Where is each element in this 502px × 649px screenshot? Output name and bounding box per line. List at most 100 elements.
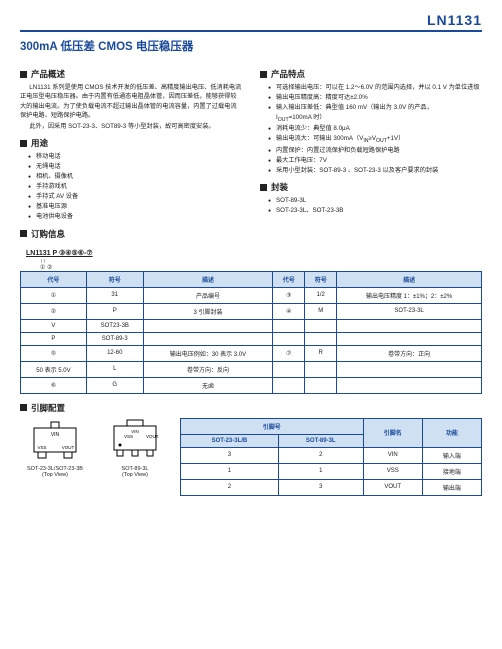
two-column-layout: 产品概述 LN1131 系列是使用 CMOS 技术开发的低压差、高精度输出电压、… [20,62,482,243]
list-item: 采用小型封装：SOT-89-3 、SOT-23-3 以及客户要求的封装 [268,166,482,176]
list-item: 基准电压源 [28,202,242,212]
uses-title: 用途 [31,137,48,149]
overview-para2: 此外，因采用 SOT-23-3、SOT89-3 等小型封装，故可高密度安装。 [20,122,242,131]
vin-label: VIN [131,429,139,434]
table-cell: 卷带方向：正向 [337,345,482,361]
table-cell: G [86,377,143,393]
table-cell: 12-60 [86,345,143,361]
table-cell [273,332,305,345]
table-header: SOT-89-3L [278,434,363,447]
table-cell: SOT-23-3L [337,303,482,319]
list-item: SOT-23-3L、SOT-23-3B [268,206,482,216]
vss-label: VSS [37,445,46,450]
table-cell: 卷带方向：反向 [143,361,273,377]
table-cell: ③ [273,287,305,303]
table-cell: 3 引脚封装 [143,303,273,319]
uses-heading: 用途 [20,137,242,149]
square-bullet-icon [20,71,27,78]
list-item: 输入输出压差低：典型值 160 mV（输出为 3.0V 的产品，IOUT=100… [268,103,482,124]
table-header: 符号 [86,271,143,287]
list-item: SOT-89-3L [268,196,482,206]
table-header: 引脚号 [181,418,364,434]
features-heading: 产品特点 [260,68,482,80]
left-column: 产品概述 LN1131 系列是使用 CMOS 技术开发的低压差、高精度输出电压、… [20,62,242,243]
table-cell: 输出端 [422,479,481,495]
square-bullet-icon [260,184,267,191]
table-cell: SOT-89-3 [86,332,143,345]
table-cell: VSS [363,463,422,479]
pin-title: 引脚配置 [31,402,65,414]
list-item: 无绳电话 [28,162,242,172]
list-item: 可选择输出电压：可以在 1.2～6.0V 的范围内选择，并以 0.1 V 为单位… [268,83,482,93]
list-item: 相机、摄像机 [28,172,242,182]
table-cell: SOT23-3B [86,319,143,332]
order-title: 订购信息 [31,228,65,240]
packages-list: SOT-89-3LSOT-23-3L、SOT-23-3B [260,196,482,216]
table-cell: 31 [86,287,143,303]
table-header: 引脚名 [363,418,422,447]
table-cell: ① [21,287,87,303]
table-cell [337,319,482,332]
chip-diagram-sot89: VSS VIN VOUT SOT-89-3L (Top View) [100,418,170,478]
table-cell: 1/2 [305,287,337,303]
table-cell: 1 [181,463,279,479]
vin-label: VIN [51,432,60,438]
table-cell [305,377,337,393]
list-item: 最大工作电压：7V [268,156,482,166]
table-cell: P [21,332,87,345]
overview-para1: LN1131 系列是使用 CMOS 技术开发的低压差、高精度输出电压、低消耗电流… [20,83,242,120]
page-header: LN1131 [20,12,482,32]
right-column: 产品特点 可选择输出电压：可以在 1.2～6.0V 的范围内选择，并以 0.1 … [260,62,482,243]
table-header: 代号 [21,271,87,287]
pin-heading: 引脚配置 [20,402,482,414]
table-cell: R [305,345,337,361]
part-number: LN1131 [427,12,482,28]
table-header: 描述 [337,271,482,287]
table-cell [305,361,337,377]
square-bullet-icon [20,140,27,147]
list-item: 移动电话 [28,152,242,162]
square-bullet-icon [20,230,27,237]
table-cell: 接地端 [422,463,481,479]
chip-diagram-sot23: VIN VSS VOUT SOT-23-3L/SOT-23-3B (Top Vi… [20,418,90,478]
vss-label: VSS [124,434,133,439]
table-cell: ⑦ [273,345,305,361]
table-cell: V [21,319,87,332]
table-cell: ② [21,303,87,319]
table-cell [305,332,337,345]
chip2-caption: SOT-89-3L (Top View) [100,466,170,478]
table-cell: 无卤 [143,377,273,393]
ordering-table: 代号符号描述代号符号描述①31产品编号③1/2输出电压精度 1：±1%；2：±2… [20,271,482,394]
package-title: 封装 [271,181,288,193]
table-cell: ⑤ [21,345,87,361]
table-cell [337,361,482,377]
chip1-caption: SOT-23-3L/SOT-23-3B (Top View) [20,466,90,478]
table-cell [143,319,273,332]
table-header: 代号 [273,271,305,287]
table-cell [273,377,305,393]
table-cell: VIN [363,447,422,463]
table-cell: 产品编号 [143,287,273,303]
table-cell: 输出电压精度 1：±1%；2：±2% [337,287,482,303]
table-cell [273,319,305,332]
table-cell: 3 [181,447,279,463]
table-cell [305,319,337,332]
pin-table: 引脚号引脚名功能SOT-23-3L/BSOT-89-3L32VIN输入端11VS… [180,418,482,496]
list-item: 消耗电流少：典型值 8.0μA [268,124,482,134]
table-cell [337,377,482,393]
table-cell: P [86,303,143,319]
doc-title: 300mA 低压差 CMOS 电压稳压器 [20,38,482,54]
table-cell [273,361,305,377]
package-heading: 封装 [260,181,482,193]
list-item: 手持式 AV 设备 [28,192,242,202]
table-cell: 3 [278,479,363,495]
features-title: 产品特点 [271,68,305,80]
list-item: 输出电压精度高：精度可达±2.0% [268,93,482,103]
overview-title: 产品概述 [31,68,65,80]
pin-table-wrap: 引脚号引脚名功能SOT-23-3L/BSOT-89-3L32VIN输入端11VS… [180,418,482,496]
square-bullet-icon [260,71,267,78]
order-heading: 订购信息 [20,228,242,240]
table-cell: 2 [181,479,279,495]
table-cell: 50 表示 5.0V [21,361,87,377]
table-cell: ⑥ [21,377,87,393]
